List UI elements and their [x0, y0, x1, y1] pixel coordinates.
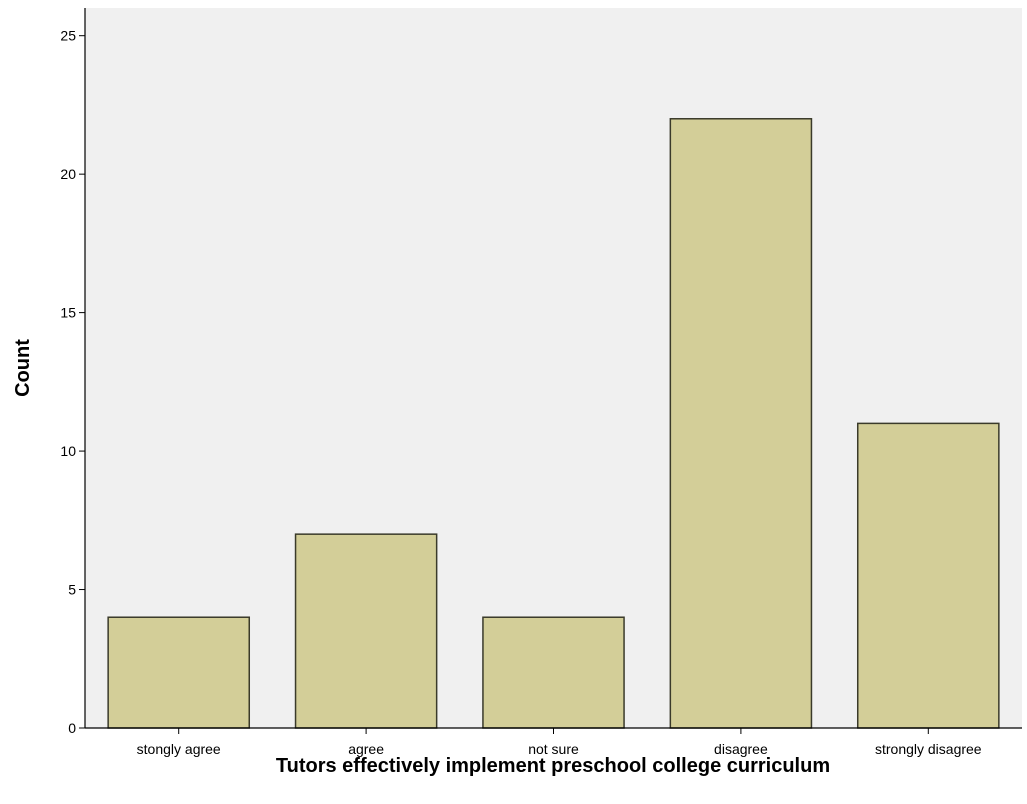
- bar-disagree: [669, 118, 813, 729]
- x-tick-label: disagree: [714, 741, 768, 757]
- y-tick-label: 20: [60, 166, 76, 182]
- y-tick-label: 25: [60, 28, 76, 44]
- x-tick-label: not sure: [528, 741, 579, 757]
- x-tick-label: agree: [348, 741, 384, 757]
- y-axis-title: Count: [12, 339, 34, 397]
- y-tick-label: 0: [68, 720, 76, 736]
- x-tick-label: stongly agree: [137, 741, 221, 757]
- bar-agree: [294, 533, 438, 729]
- x-axis-ticks: stongly agree agree not sure disagree strong…: [137, 728, 982, 757]
- bar-stongly-agree: [107, 616, 251, 729]
- x-axis-title: Tutors effectively implement preschool c…: [276, 755, 830, 777]
- x-tick-label: strongly disagree: [875, 741, 982, 757]
- bars-group: [107, 118, 1000, 729]
- bar-not-sure: [482, 616, 625, 729]
- y-axis-ticks: 0 5 10 15 20 25: [60, 28, 85, 736]
- y-tick-label: 15: [60, 305, 76, 321]
- bar-strongly-disagree: [856, 422, 1000, 729]
- y-tick-label: 10: [60, 443, 76, 459]
- y-tick-label: 5: [68, 582, 76, 598]
